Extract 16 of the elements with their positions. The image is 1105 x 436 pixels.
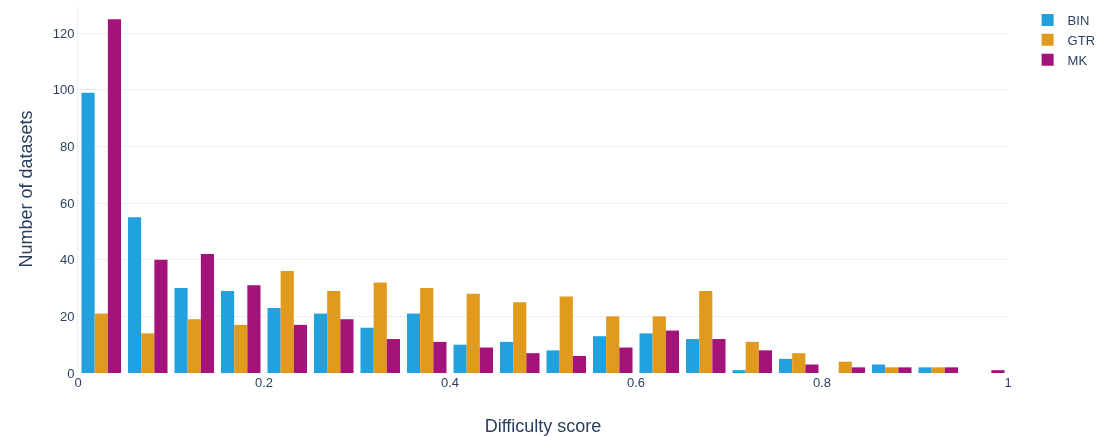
- y-tick-label: 80: [59, 139, 75, 155]
- legend-label: MK: [1067, 52, 1088, 68]
- y-tick-label: 120: [52, 25, 75, 41]
- x-axis-title: Difficulty score: [484, 416, 602, 436]
- x-tick-label: 0.2: [254, 375, 274, 390]
- y-axis-title: Number of datasets: [16, 110, 36, 268]
- x-tick-label: 1: [1004, 375, 1012, 390]
- y-tick-label: 60: [59, 195, 75, 211]
- y-tick-label: 20: [59, 308, 75, 324]
- x-tick-label: 0.6: [626, 375, 646, 390]
- y-tick-label: 40: [59, 252, 75, 268]
- x-tick-label: 0.8: [812, 375, 832, 390]
- legend-label: BIN: [1067, 13, 1090, 29]
- x-tick-label: 0.4: [440, 375, 460, 390]
- legend-label: GTR: [1067, 32, 1096, 48]
- y-tick-label: 100: [52, 82, 75, 98]
